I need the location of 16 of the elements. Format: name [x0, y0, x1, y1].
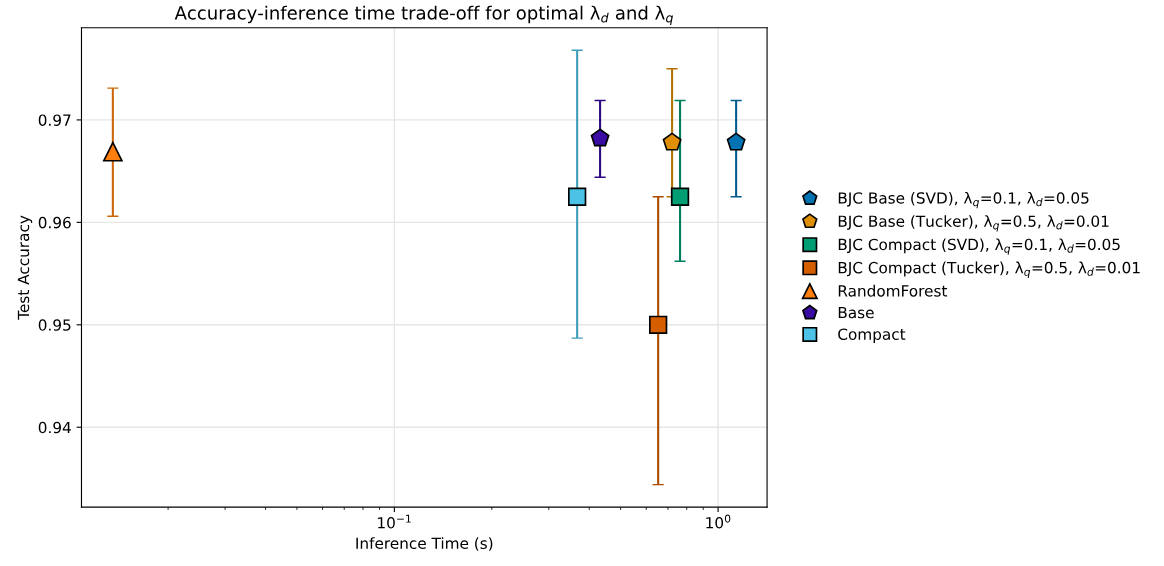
y-axis-title: Test Accuracy [17, 215, 33, 320]
legend-label: Base [838, 306, 874, 319]
y-tick-label: 0.96 [38, 216, 71, 229]
chart-title: Accuracy-inference time trade-off for optimal λ$_{d}$ and λ$_{q}$ [174, 5, 673, 25]
legend-label: RandomForest [838, 284, 948, 297]
x-axis-title: Inference Time (s) [356, 537, 493, 551]
y-tick-label: 0.97 [38, 114, 71, 126]
y-tick-label: 0.94 [38, 421, 71, 434]
y-tick-label: 0.95 [38, 319, 71, 331]
legend-label: BJC Base (SVD), λ$_{q}$=0.1, λ$_{d}$=0.05 [838, 191, 1089, 209]
legend-label: Compact [838, 328, 906, 343]
legend-label: BJC Base (Tucker), λ$_{q}$=0.5, λ$_{d}$=0.01 [838, 215, 1109, 232]
x-tick-label: 10$^{−1}$ [378, 514, 411, 529]
legend-label: BJC Compact (Tucker), λ$_{q}$=0.5, λ$_{d}$=0.01 [838, 261, 1140, 278]
x-tick-label: 10$^{0}$ [706, 514, 731, 529]
legend-label: BJC Compact (SVD), λ$_{q}$=0.1, λ$_{d}$=0.05 [838, 238, 1120, 255]
